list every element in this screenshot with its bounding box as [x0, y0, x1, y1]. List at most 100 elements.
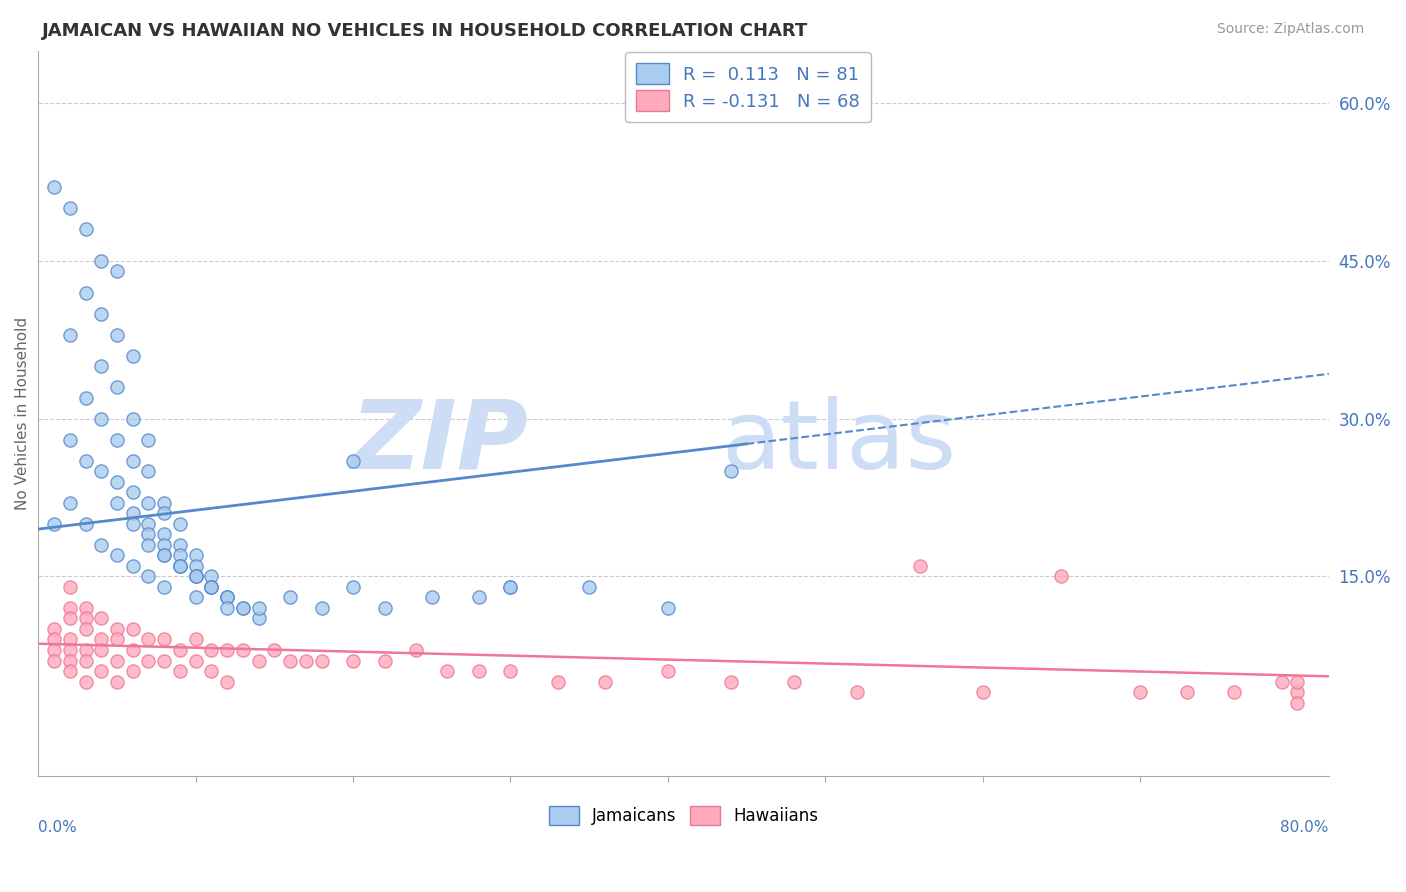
Point [184, 569, 207, 583]
Point [200, 643, 222, 657]
Point [200, 580, 222, 594]
Point [42, 516, 65, 531]
Point [138, 516, 160, 531]
Point [90, 411, 112, 425]
Point [75, 611, 97, 625]
Point [42, 643, 65, 657]
Point [42, 180, 65, 194]
Point [217, 591, 239, 605]
Point [1223, 685, 1246, 699]
Point [169, 549, 191, 563]
Point [75, 222, 97, 236]
Point [657, 664, 679, 678]
Point [42, 632, 65, 647]
Point [153, 538, 176, 552]
Point [153, 549, 176, 563]
Point [90, 307, 112, 321]
Point [121, 516, 143, 531]
Point [121, 506, 143, 520]
Point [138, 654, 160, 668]
Point [59, 664, 82, 678]
Point [169, 558, 191, 573]
Point [105, 433, 128, 447]
Point [105, 327, 128, 342]
Point [1286, 674, 1309, 689]
Point [153, 654, 176, 668]
Point [783, 674, 806, 689]
Point [436, 664, 458, 678]
Point [90, 643, 112, 657]
Point [593, 674, 616, 689]
Point [311, 601, 333, 615]
Point [200, 569, 222, 583]
Point [90, 464, 112, 478]
Point [153, 632, 176, 647]
Point [657, 601, 679, 615]
Point [169, 558, 191, 573]
Point [59, 496, 82, 510]
Text: Source: ZipAtlas.com: Source: ZipAtlas.com [1216, 22, 1364, 37]
Point [90, 254, 112, 268]
Point [59, 433, 82, 447]
Point [1286, 696, 1309, 710]
Point [184, 549, 207, 563]
Point [184, 569, 207, 583]
Point [121, 349, 143, 363]
Point [1129, 685, 1152, 699]
Point [105, 380, 128, 394]
Point [121, 485, 143, 500]
Point [75, 516, 97, 531]
Point [342, 654, 364, 668]
Point [295, 654, 318, 668]
Point [468, 664, 491, 678]
Point [42, 654, 65, 668]
Point [42, 622, 65, 636]
Point [75, 391, 97, 405]
Point [217, 591, 239, 605]
Point [247, 601, 270, 615]
Point [138, 433, 160, 447]
Point [121, 643, 143, 657]
Point [1270, 674, 1292, 689]
Point [90, 359, 112, 373]
Point [121, 558, 143, 573]
Point [499, 580, 522, 594]
Point [153, 549, 176, 563]
Point [105, 496, 128, 510]
Point [217, 674, 239, 689]
Point [247, 611, 270, 625]
Point [105, 264, 128, 278]
Point [75, 643, 97, 657]
Point [105, 549, 128, 563]
Point [1175, 685, 1198, 699]
Y-axis label: No Vehicles in Household: No Vehicles in Household [15, 317, 30, 510]
Point [90, 664, 112, 678]
Point [169, 664, 191, 678]
Point [342, 580, 364, 594]
Text: 80.0%: 80.0% [1281, 820, 1329, 835]
Point [105, 674, 128, 689]
Point [184, 632, 207, 647]
Point [121, 664, 143, 678]
Point [105, 475, 128, 489]
Point [59, 654, 82, 668]
Point [169, 643, 191, 657]
Point [184, 569, 207, 583]
Point [169, 558, 191, 573]
Point [138, 496, 160, 510]
Point [200, 580, 222, 594]
Point [75, 454, 97, 468]
Point [75, 622, 97, 636]
Point [121, 622, 143, 636]
Text: ZIP: ZIP [352, 396, 529, 489]
Point [278, 654, 301, 668]
Point [138, 632, 160, 647]
Point [138, 538, 160, 552]
Point [342, 454, 364, 468]
Point [184, 558, 207, 573]
Point [845, 685, 868, 699]
Point [59, 611, 82, 625]
Point [121, 411, 143, 425]
Point [499, 664, 522, 678]
Point [1286, 685, 1309, 699]
